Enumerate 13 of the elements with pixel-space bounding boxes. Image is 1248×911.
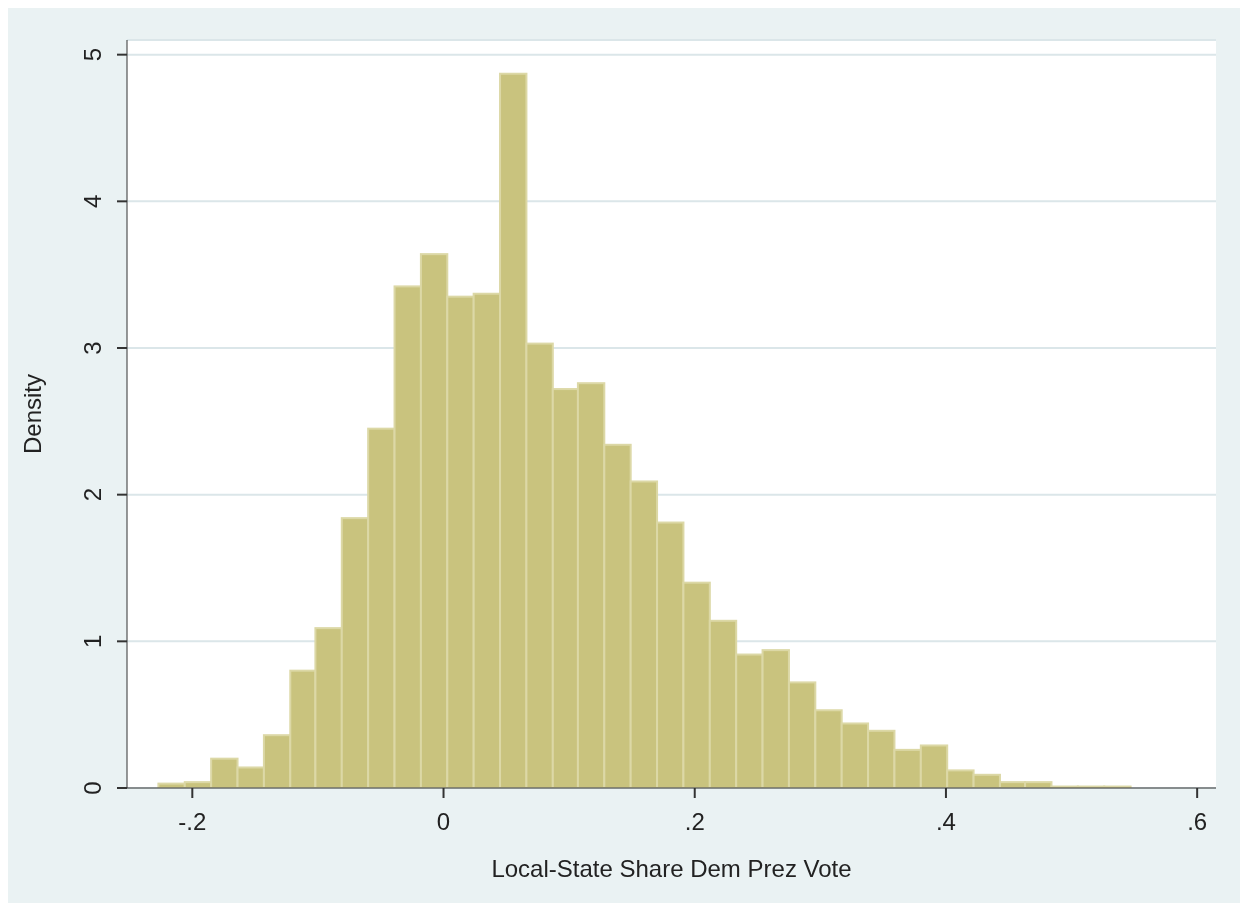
- y-tick-label: 3: [79, 341, 106, 355]
- y-tick-label: 1: [79, 634, 106, 649]
- y-tick-label: 5: [79, 47, 106, 62]
- y-tick-label: 2: [79, 487, 106, 502]
- x-tick-label: .4: [935, 808, 956, 835]
- x-tick-label: .6: [1187, 808, 1208, 835]
- y-tick-label: 0: [79, 781, 106, 795]
- x-tick-label: 0: [436, 808, 451, 835]
- x-tick-label: .2: [684, 808, 705, 835]
- y-tick-label: 4: [79, 194, 106, 209]
- x-tick-label: -.2: [178, 808, 207, 835]
- x-axis-title: Local-State Share Dem Prez Vote: [491, 855, 852, 882]
- y-axis-title: Density: [18, 373, 46, 455]
